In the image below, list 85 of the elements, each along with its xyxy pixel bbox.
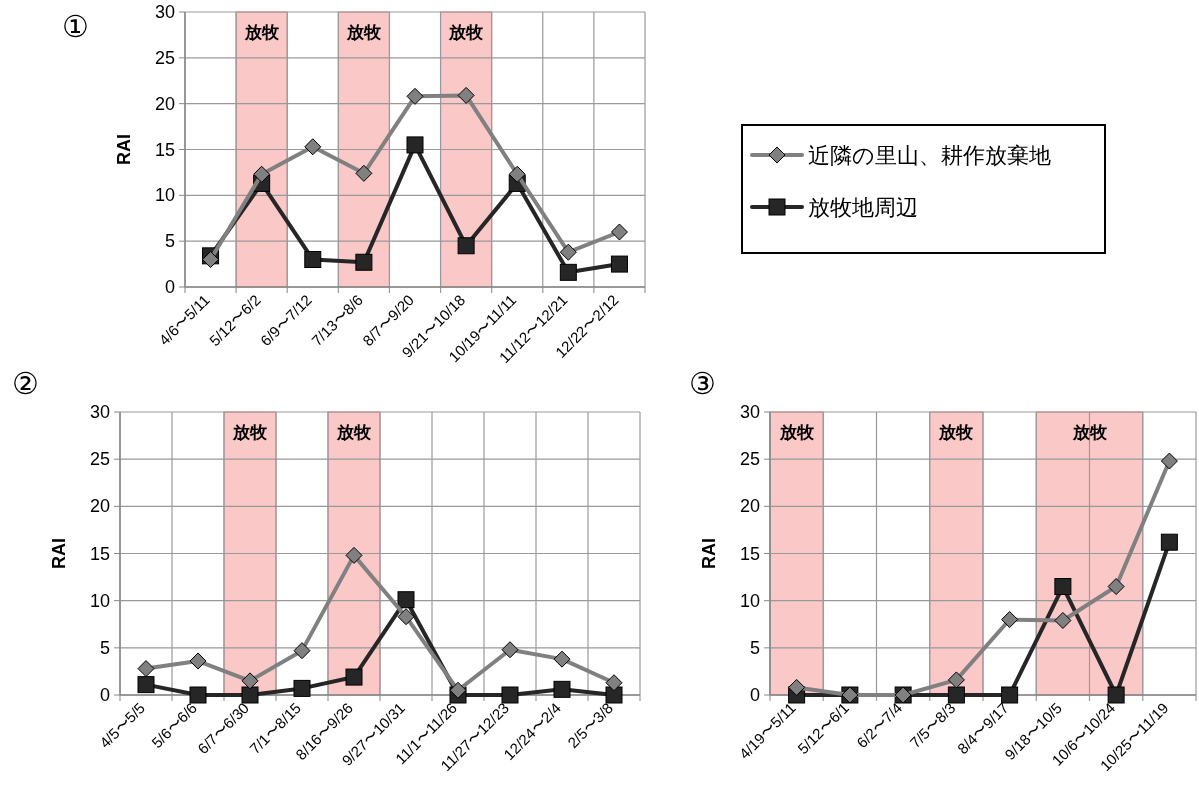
band-label: 放牧 — [243, 23, 280, 42]
y-tick-label: 30 — [739, 402, 760, 422]
point — [457, 86, 475, 104]
legend-label: 近隣の里山、耕作放棄地 — [808, 143, 1051, 168]
band-label: 放牧 — [345, 23, 382, 42]
point — [1160, 533, 1178, 551]
chart-title: ② — [11, 367, 39, 400]
point — [304, 138, 322, 156]
band-label: 放牧 — [1071, 423, 1108, 442]
point — [1054, 578, 1072, 596]
point — [355, 164, 373, 182]
point — [406, 87, 424, 105]
point — [345, 668, 363, 686]
point — [947, 671, 965, 689]
y-tick-label: 20 — [89, 496, 110, 517]
y-tick-label: 10 — [739, 590, 760, 611]
x-tick-label: 2/5〜3/8 — [563, 699, 617, 752]
y-tick-label: 5 — [99, 637, 110, 658]
y-axis-title: RAI — [114, 134, 134, 165]
point — [1001, 686, 1019, 704]
y-tick-label: 0 — [749, 685, 760, 705]
band-label: 放牧 — [938, 423, 975, 442]
point — [1001, 611, 1019, 629]
point — [788, 678, 806, 696]
point — [559, 263, 577, 281]
point — [293, 642, 311, 660]
point — [605, 686, 623, 704]
y-tick-label: 10 — [154, 185, 175, 206]
point — [304, 251, 322, 268]
point — [1054, 611, 1072, 629]
point — [189, 652, 207, 670]
point — [253, 165, 271, 183]
legend-label: 放牧地周辺 — [808, 195, 918, 220]
y-tick-label: 15 — [154, 139, 175, 160]
point — [449, 681, 467, 699]
point — [501, 641, 519, 659]
y-tick-label: 30 — [89, 402, 110, 422]
point — [1160, 452, 1178, 470]
point — [241, 686, 259, 704]
point — [457, 237, 475, 255]
y-tick-label: 15 — [739, 543, 760, 564]
point — [137, 660, 155, 678]
y-tick-label: 20 — [739, 496, 760, 517]
band-label: 放牧 — [778, 423, 815, 442]
y-tick-label: 25 — [154, 47, 175, 68]
point — [241, 672, 259, 690]
y-tick-label: 25 — [89, 449, 110, 470]
point — [508, 165, 526, 183]
point — [189, 686, 207, 704]
y-tick-label: 10 — [89, 590, 110, 611]
band-label: 放牧 — [448, 23, 485, 42]
point — [605, 674, 623, 692]
point — [355, 253, 373, 271]
point — [1107, 686, 1125, 704]
point — [559, 243, 577, 261]
point — [610, 223, 628, 241]
chart-title: ① — [61, 10, 89, 43]
point — [553, 650, 571, 668]
point — [397, 608, 415, 626]
y-tick-label: 15 — [89, 543, 110, 564]
band-label: 放牧 — [232, 423, 268, 442]
y-tick-label: 0 — [99, 685, 110, 705]
y-tick-label: 5 — [749, 637, 760, 658]
point — [345, 546, 363, 564]
point — [137, 676, 155, 694]
point — [501, 686, 519, 704]
point — [293, 679, 311, 697]
point — [202, 251, 220, 268]
x-tick-label: 6/2〜7/4 — [853, 699, 906, 752]
point — [947, 686, 965, 704]
point — [406, 136, 424, 154]
point — [397, 591, 415, 609]
point — [553, 680, 571, 698]
chart-title: ③ — [688, 367, 716, 400]
y-axis-title: RAI — [49, 538, 69, 569]
y-tick-label: 5 — [164, 231, 175, 252]
y-tick-label: 25 — [739, 449, 760, 470]
y-tick-label: 0 — [164, 277, 175, 297]
point — [610, 255, 628, 273]
band-label: 放牧 — [336, 423, 372, 442]
y-axis-title: RAI — [699, 538, 719, 569]
point — [1107, 578, 1125, 596]
x-tick-label: 7/5〜8/3 — [906, 699, 959, 752]
y-tick-label: 30 — [154, 2, 175, 22]
y-tick-label: 20 — [154, 93, 175, 114]
